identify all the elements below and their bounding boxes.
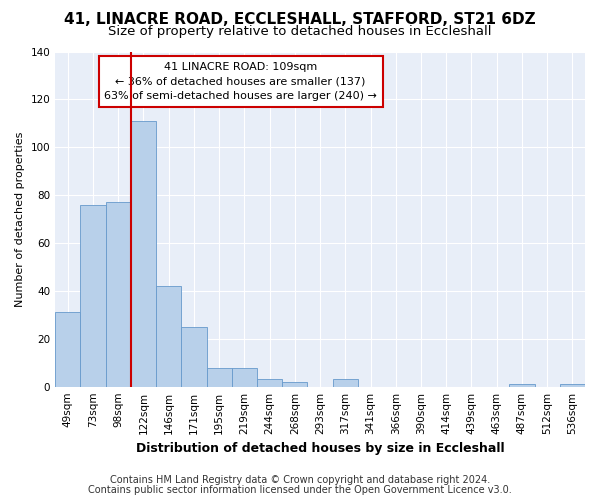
Bar [206, 368, 232, 386]
Bar [282, 382, 307, 386]
Bar [106, 202, 131, 386]
Text: 41, LINACRE ROAD, ECCLESHALL, STAFFORD, ST21 6DZ: 41, LINACRE ROAD, ECCLESHALL, STAFFORD, … [64, 12, 536, 28]
Bar [181, 327, 206, 386]
Bar [509, 384, 535, 386]
Bar [560, 384, 585, 386]
Text: Size of property relative to detached houses in Eccleshall: Size of property relative to detached ho… [108, 25, 492, 38]
Bar [257, 380, 282, 386]
Text: Contains public sector information licensed under the Open Government Licence v3: Contains public sector information licen… [88, 485, 512, 495]
Text: Contains HM Land Registry data © Crown copyright and database right 2024.: Contains HM Land Registry data © Crown c… [110, 475, 490, 485]
Bar [232, 368, 257, 386]
Bar [131, 121, 156, 386]
Bar [332, 380, 358, 386]
Bar [80, 204, 106, 386]
Text: 41 LINACRE ROAD: 109sqm
← 36% of detached houses are smaller (137)
63% of semi-d: 41 LINACRE ROAD: 109sqm ← 36% of detache… [104, 62, 377, 101]
Y-axis label: Number of detached properties: Number of detached properties [15, 132, 25, 307]
Bar [156, 286, 181, 386]
Bar [55, 312, 80, 386]
X-axis label: Distribution of detached houses by size in Eccleshall: Distribution of detached houses by size … [136, 442, 505, 455]
